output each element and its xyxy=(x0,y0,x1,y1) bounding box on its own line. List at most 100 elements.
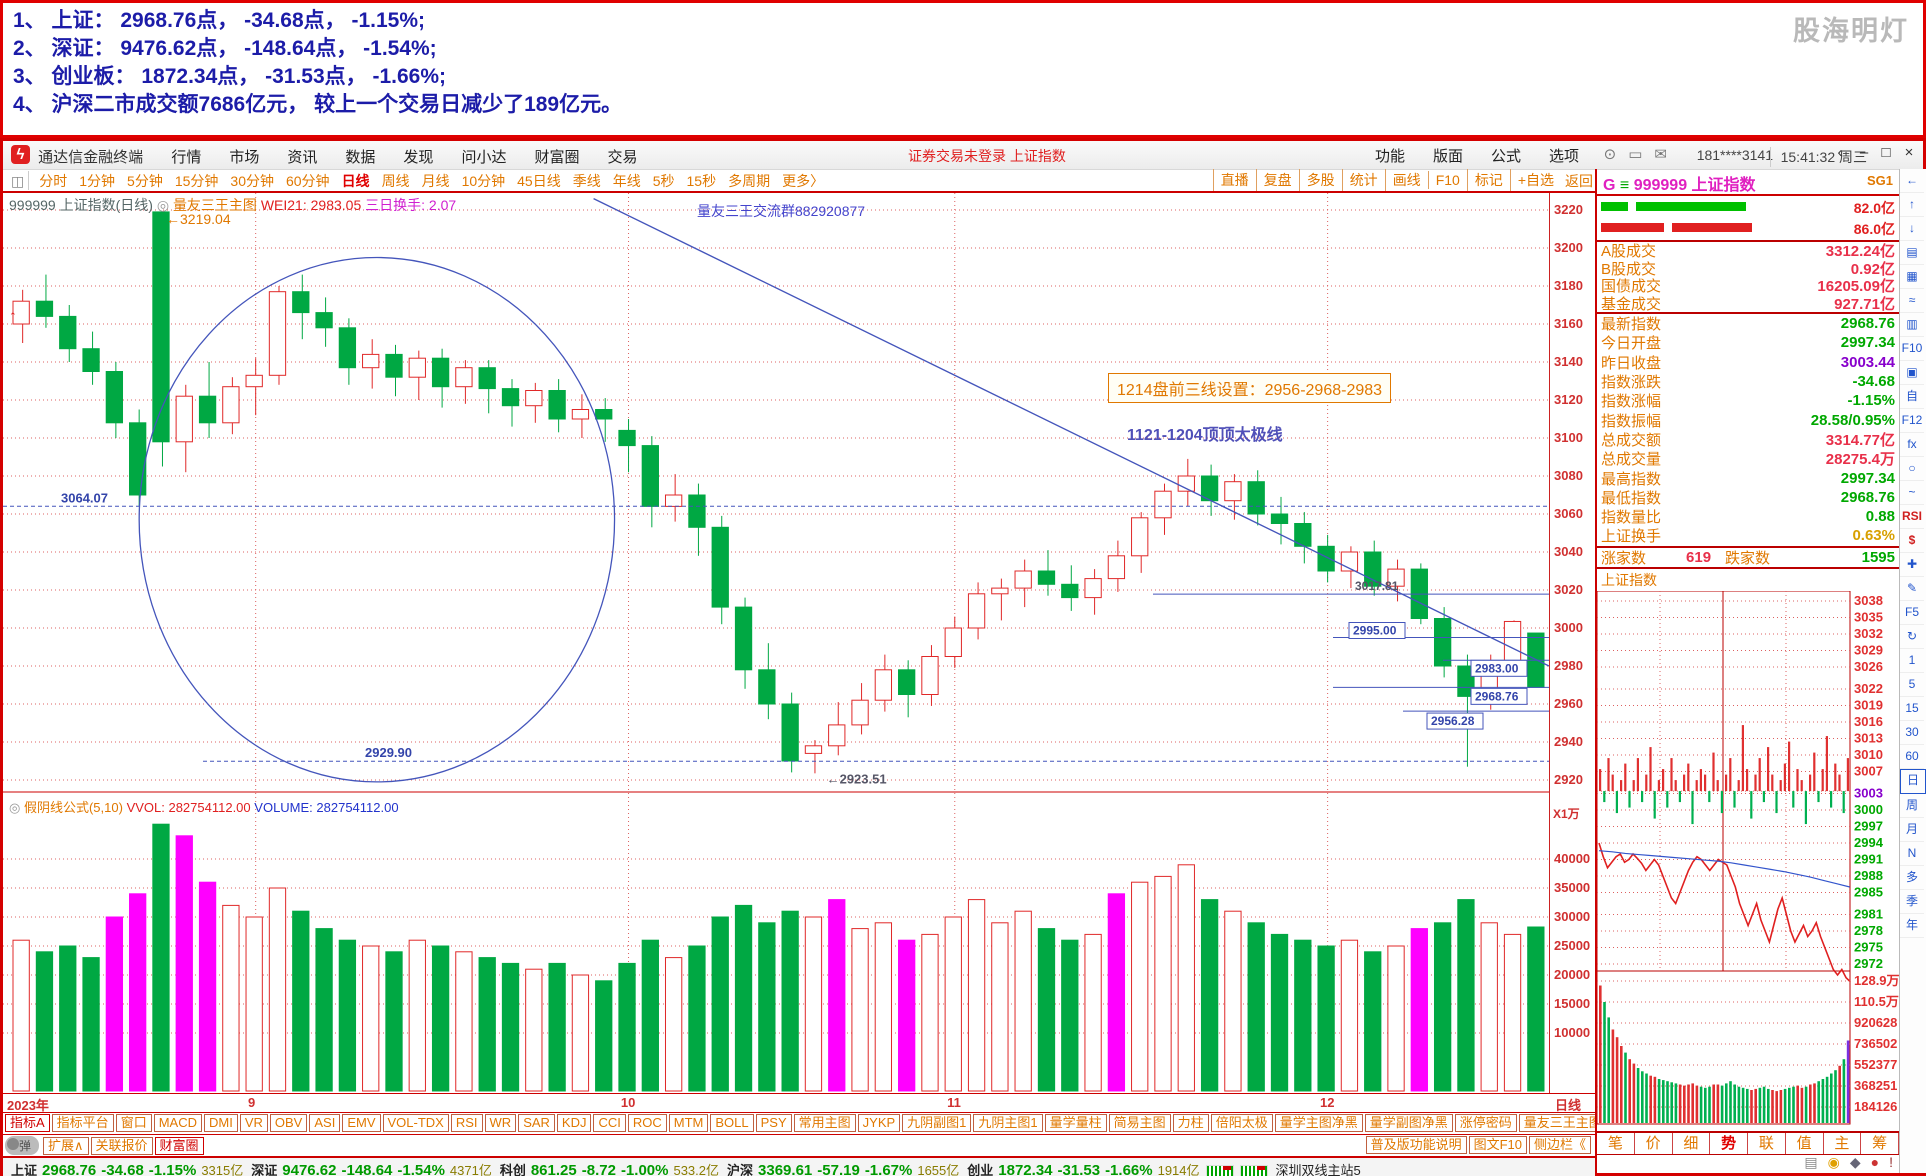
indicator-九阴主图1[interactable]: 九阴主图1 xyxy=(973,1114,1043,1132)
tool-扩展∧[interactable]: 扩展∧ xyxy=(43,1137,89,1155)
index-code-name[interactable]: 999999 上证指数 xyxy=(1633,177,1756,194)
indicator-name[interactable]: 量友三王主图 xyxy=(172,197,257,213)
strip-btn-▣[interactable]: ▣ xyxy=(1900,361,1924,385)
calendar-icon[interactable]: ▭ xyxy=(1628,146,1643,163)
timeframe-更多〉[interactable]: 更多〉 xyxy=(782,173,825,189)
timeframe-日线[interactable]: 日线 xyxy=(341,173,370,189)
timeframe-60分钟[interactable]: 60分钟 xyxy=(285,173,330,189)
menu-版面[interactable]: 版面 xyxy=(1432,148,1463,165)
split-window-icon[interactable]: ◫ xyxy=(3,171,30,190)
indicator-量学副图净黑[interactable]: 量学副图净黑 xyxy=(1364,1114,1453,1132)
strip-btn-1[interactable]: 1 xyxy=(1900,649,1924,673)
indicator-倍阳太极[interactable]: 倍阳太极 xyxy=(1210,1114,1273,1132)
strip-btn-↓[interactable]: ↓ xyxy=(1900,217,1924,241)
strip-btn-≈[interactable]: ≈ xyxy=(1900,289,1924,313)
timeframe-年线[interactable]: 年线 xyxy=(612,173,641,189)
close-button[interactable]: × xyxy=(1904,144,1914,161)
tool-图文F10[interactable]: 图文F10 xyxy=(1468,1136,1527,1154)
menu-市场[interactable]: 市场 xyxy=(229,149,260,166)
strip-btn-~[interactable]: ~ xyxy=(1900,481,1924,505)
indicator-DMI[interactable]: DMI xyxy=(203,1114,238,1132)
tool-复盘[interactable]: 复盘 xyxy=(1255,169,1299,191)
indicator-CCI[interactable]: CCI xyxy=(593,1114,626,1132)
strip-btn-▥[interactable]: ▥ xyxy=(1900,313,1924,337)
menu-公式[interactable]: 公式 xyxy=(1490,148,1521,165)
indicator-SAR[interactable]: SAR xyxy=(518,1114,555,1132)
tool-财富圈[interactable]: 财富圈 xyxy=(154,1137,204,1155)
indicator-KDJ[interactable]: KDJ xyxy=(556,1114,592,1132)
indicator-量学主图净黑[interactable]: 量学主图净黑 xyxy=(1274,1114,1363,1132)
indicator-JYKP[interactable]: JYKP xyxy=(857,1114,901,1132)
indicator-VR[interactable]: VR xyxy=(239,1114,268,1132)
indicator-常用主图[interactable]: 常用主图 xyxy=(793,1114,856,1132)
indicator-WR[interactable]: WR xyxy=(484,1114,517,1132)
strip-btn-✎[interactable]: ✎ xyxy=(1900,577,1924,601)
indicator-EMV[interactable]: EMV xyxy=(342,1114,381,1132)
strip-btn-fx[interactable]: fx xyxy=(1900,433,1924,457)
tool-多股[interactable]: 多股 xyxy=(1298,169,1342,191)
timeframe-周线[interactable]: 周线 xyxy=(381,173,410,189)
indicator-指标A[interactable]: 指标A xyxy=(5,1114,50,1132)
strip-btn-←[interactable]: ← xyxy=(1900,169,1924,193)
indicator-ASI[interactable]: ASI xyxy=(309,1114,341,1132)
tool-画线[interactable]: 画线 xyxy=(1384,169,1428,191)
indicator-ROC[interactable]: ROC xyxy=(627,1114,667,1132)
alert-icon[interactable]: ! xyxy=(1889,1154,1893,1170)
indicator-九阴副图1[interactable]: 九阴副图1 xyxy=(902,1114,972,1132)
minimize-button[interactable]: – xyxy=(1859,144,1869,161)
panel-tab-笔[interactable]: 笔 xyxy=(1597,1132,1635,1154)
menu-财富圈[interactable]: 财富圈 xyxy=(534,149,580,166)
timeframe-5分钟[interactable]: 5分钟 xyxy=(127,173,163,189)
mail-icon[interactable]: ✉ xyxy=(1654,146,1667,163)
mouse-icon[interactable]: ◆ xyxy=(1849,1154,1861,1170)
login-status[interactable]: 证券交易未登录 上证指数 xyxy=(908,148,1066,164)
strip-btn-F5[interactable]: F5 xyxy=(1900,601,1924,625)
strip-btn-✚[interactable]: ✚ xyxy=(1900,553,1924,577)
indicator-窗口[interactable]: 窗口 xyxy=(115,1114,152,1132)
panel-tab-值[interactable]: 值 xyxy=(1786,1132,1824,1154)
panel-tab-势[interactable]: 势 xyxy=(1710,1132,1748,1154)
strip-btn-$[interactable]: $ xyxy=(1900,529,1924,553)
menu-发现[interactable]: 发现 xyxy=(403,149,434,166)
timeframe-分时[interactable]: 分时 xyxy=(39,173,68,189)
strip-btn-日[interactable]: 日 xyxy=(1900,769,1926,794)
kline-chart[interactable]: 3064.07 2929.90 ←2923.51 3017.81 2995.00 2983… xyxy=(3,193,1549,1093)
menu-资讯[interactable]: 资讯 xyxy=(287,149,318,166)
indicator-OBV[interactable]: OBV xyxy=(269,1114,308,1132)
strip-btn-60[interactable]: 60 xyxy=(1900,745,1924,769)
indicator-简易主图[interactable]: 简易主图 xyxy=(1108,1114,1171,1132)
strip-RSI[interactable]: RSI xyxy=(1900,505,1924,529)
timeframe-10分钟[interactable]: 10分钟 xyxy=(461,173,506,189)
strip-btn-季[interactable]: 季 xyxy=(1900,890,1924,914)
timeframe-45日线[interactable]: 45日线 xyxy=(517,173,561,189)
strip-btn-30[interactable]: 30 xyxy=(1900,721,1924,745)
tool-+自选[interactable]: +自选 xyxy=(1509,169,1561,191)
strip-btn-○[interactable]: ○ xyxy=(1900,457,1924,481)
strip-F10[interactable]: F10 xyxy=(1900,337,1924,361)
strip-btn-N[interactable]: N xyxy=(1900,842,1924,866)
menu-功能[interactable]: 功能 xyxy=(1374,148,1405,165)
strip-btn-月[interactable]: 月 xyxy=(1900,818,1924,842)
indicator-涨停密码[interactable]: 涨停密码 xyxy=(1454,1114,1517,1132)
timeframe-1分钟[interactable]: 1分钟 xyxy=(79,173,116,189)
indicator-RSI[interactable]: RSI xyxy=(450,1114,483,1132)
panel-tab-细[interactable]: 细 xyxy=(1673,1132,1711,1154)
timeframe-月线[interactable]: 月线 xyxy=(421,173,450,189)
indicator-PSY[interactable]: PSY xyxy=(755,1114,792,1132)
menu-选项[interactable]: 选项 xyxy=(1548,148,1579,165)
strip-btn-15[interactable]: 15 xyxy=(1900,697,1924,721)
menu-问小达[interactable]: 问小达 xyxy=(461,149,507,166)
strip-btn-▦[interactable]: ▦ xyxy=(1900,265,1924,289)
indicator-VOL-TDX[interactable]: VOL-TDX xyxy=(382,1114,449,1132)
indicator-MACD[interactable]: MACD xyxy=(153,1114,202,1132)
indicator-量友三王主图[interactable]: 量友三王主图 xyxy=(1518,1114,1595,1132)
server-name[interactable]: 深圳双线主站5 xyxy=(1275,1163,1361,1176)
collapse-circle-icon[interactable]: ◎ xyxy=(156,197,170,213)
strip-btn-↻[interactable]: ↻ xyxy=(1900,625,1924,649)
strip-F12[interactable]: F12 xyxy=(1900,409,1924,433)
tool-统计[interactable]: 统计 xyxy=(1341,169,1385,191)
collapse-button[interactable]: ‹ xyxy=(1837,144,1843,161)
document-icon[interactable]: ▤ xyxy=(1804,1154,1818,1170)
back-button[interactable]: 返回 xyxy=(1565,173,1593,189)
timeframe-15分钟[interactable]: 15分钟 xyxy=(174,173,219,189)
